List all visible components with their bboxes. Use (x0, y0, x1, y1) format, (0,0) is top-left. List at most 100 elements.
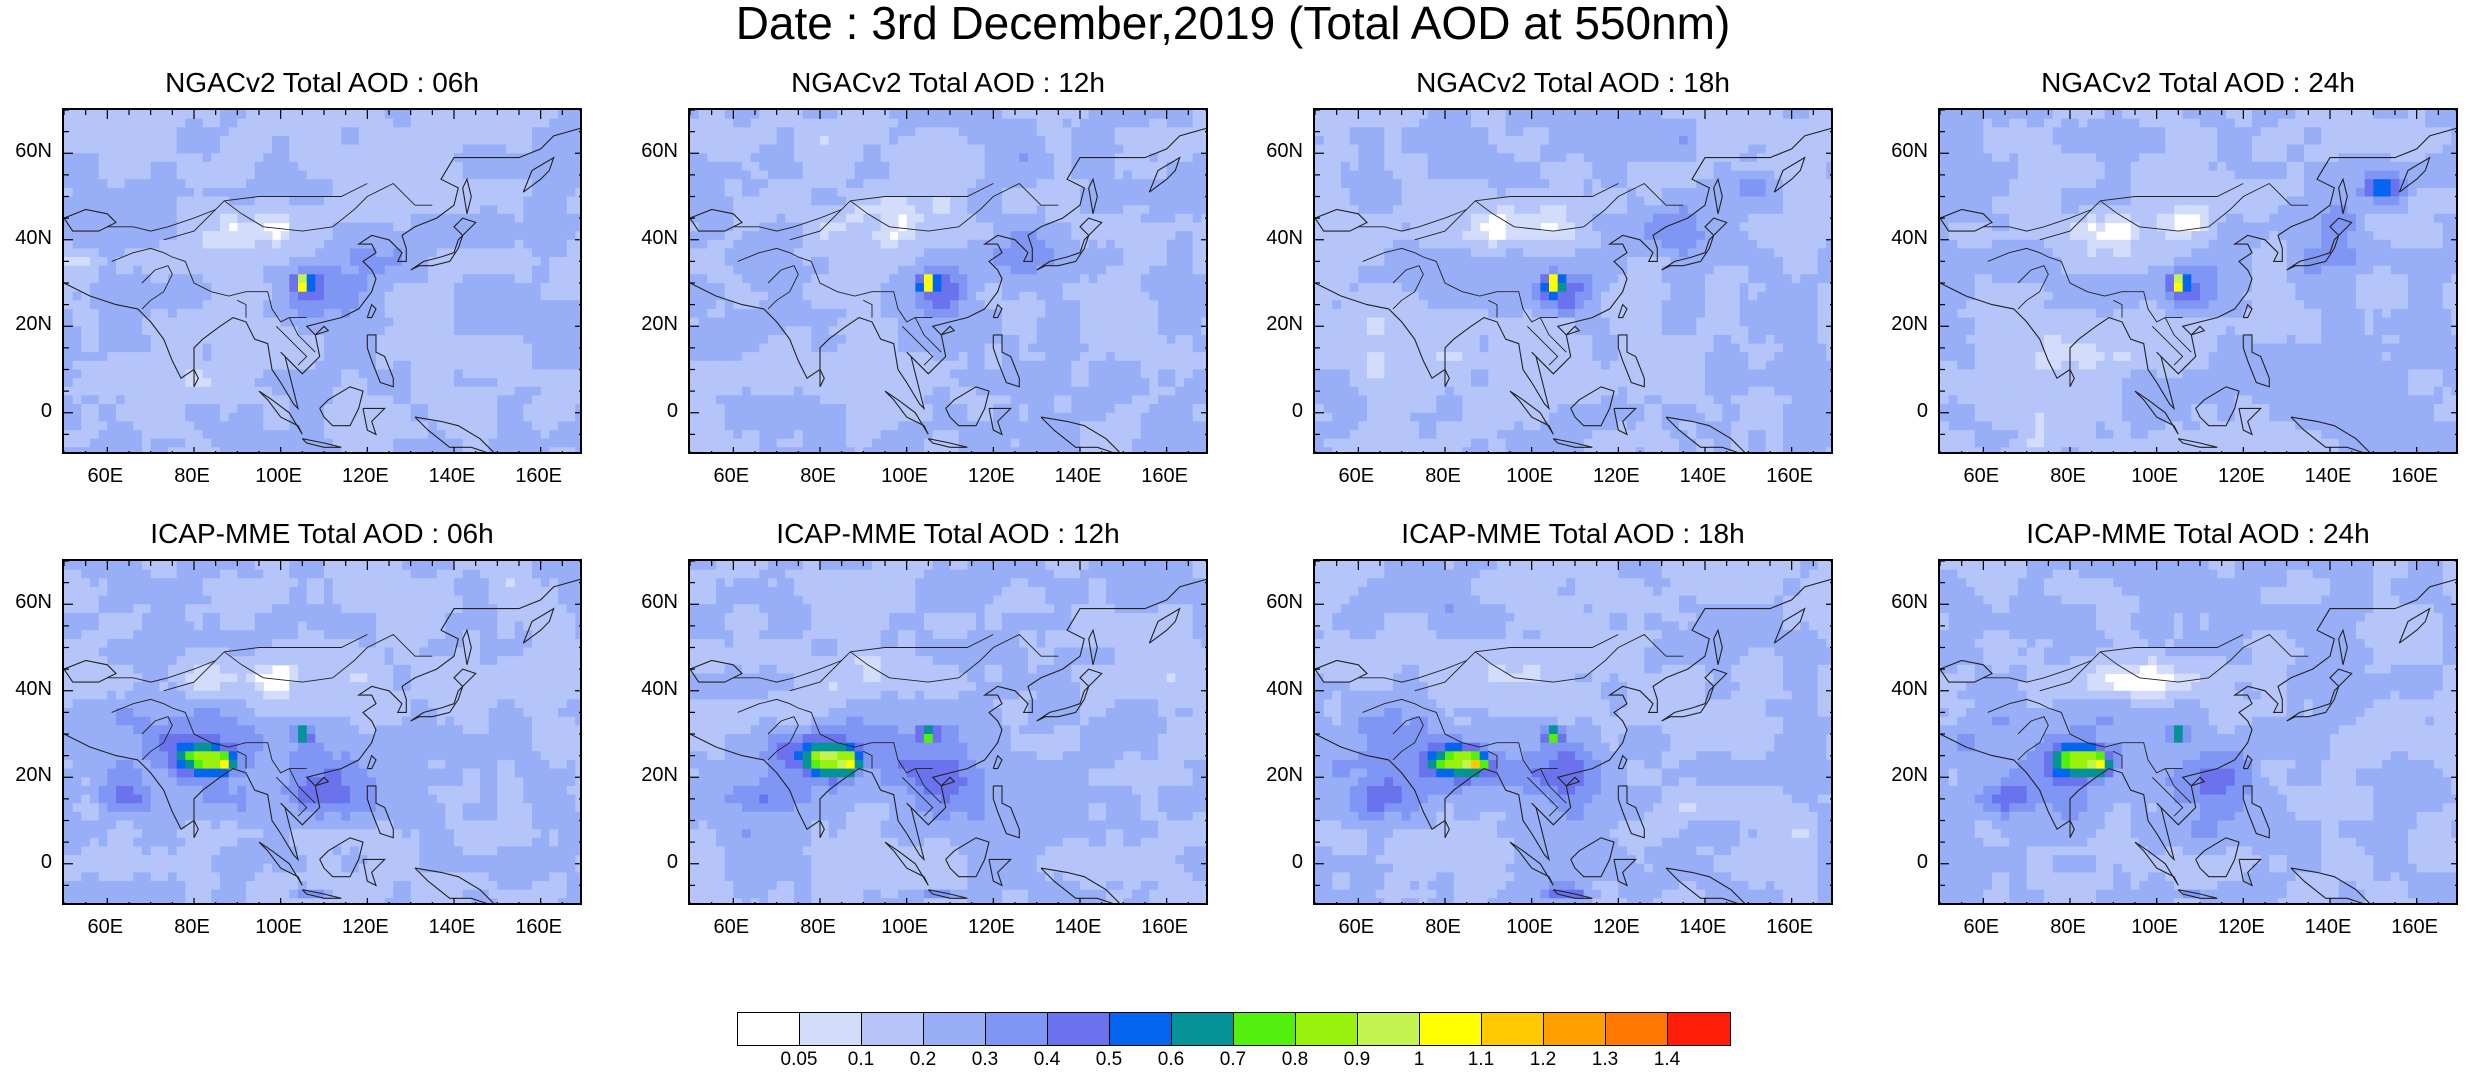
x-tick-label: 100E (255, 466, 302, 486)
colorbar-label: 0.05 (781, 1050, 818, 1070)
x-tick-label: 160E (2391, 917, 2438, 937)
panel-title: NGACv2 Total AOD : 12h (688, 66, 1208, 100)
map-plot-area (1938, 108, 2458, 454)
panel-title: ICAP-MME Total AOD : 06h (62, 517, 582, 551)
aod-field (1315, 561, 1833, 905)
y-tick-label: 40N (15, 679, 52, 699)
colorbar-label: 0.4 (1034, 1050, 1060, 1070)
panel-title: ICAP-MME Total AOD : 12h (688, 517, 1208, 551)
x-tick-label: 140E (429, 917, 476, 937)
x-tick-label: 100E (2131, 466, 2178, 486)
aod-field (690, 110, 1208, 454)
x-tick-label: 140E (2305, 917, 2352, 937)
x-tick-label: 60E (1964, 466, 2000, 486)
aod-map (690, 561, 1208, 905)
y-tick-label: 60N (641, 592, 678, 612)
y-tick-label: 20N (641, 765, 678, 785)
colorbar-label: 0.1 (848, 1050, 874, 1070)
y-tick-label: 40N (1266, 228, 1303, 248)
x-tick-label: 100E (255, 917, 302, 937)
x-tick-label: 80E (1425, 466, 1461, 486)
x-tick-label: 120E (2218, 466, 2265, 486)
colorbar-swatch (862, 1013, 924, 1045)
colorbar-swatch (1048, 1013, 1110, 1045)
y-tick-label: 20N (15, 314, 52, 334)
x-tick-label: 80E (2050, 466, 2086, 486)
aod-map (1940, 110, 2458, 454)
x-tick-label: 140E (1680, 917, 1727, 937)
colorbar-label: 1.3 (1592, 1050, 1618, 1070)
y-tick-label: 0 (41, 852, 52, 872)
aod-field (1940, 561, 2458, 905)
x-tick-label: 80E (800, 466, 836, 486)
colorbar-label: 0.7 (1220, 1050, 1246, 1070)
colorbar (737, 1012, 1731, 1046)
aod-map (690, 110, 1208, 454)
y-tick-label: 0 (1292, 852, 1303, 872)
map-plot-area (1313, 108, 1833, 454)
x-tick-label: 60E (714, 917, 750, 937)
x-tick-label: 120E (1593, 917, 1640, 937)
y-tick-label: 0 (1917, 852, 1928, 872)
aod-map (1315, 110, 1833, 454)
colorbar-swatch (1606, 1013, 1668, 1045)
x-tick-label: 160E (1141, 917, 1188, 937)
y-tick-label: 60N (1891, 592, 1928, 612)
x-tick-label: 140E (1680, 466, 1727, 486)
aod-field (1940, 110, 2458, 454)
x-tick-label: 140E (429, 466, 476, 486)
x-tick-label: 140E (1055, 466, 1102, 486)
x-tick-label: 160E (515, 466, 562, 486)
colorbar-swatch (1358, 1013, 1420, 1045)
y-tick-label: 0 (667, 852, 678, 872)
map-plot-area (62, 108, 582, 454)
x-tick-label: 100E (1506, 917, 1553, 937)
colorbar-swatch (800, 1013, 862, 1045)
y-tick-label: 60N (15, 141, 52, 161)
y-tick-label: 40N (641, 228, 678, 248)
colorbar-label: 0.2 (910, 1050, 936, 1070)
y-tick-label: 0 (1917, 401, 1928, 421)
y-tick-label: 20N (641, 314, 678, 334)
x-tick-label: 60E (88, 917, 124, 937)
aod-field (64, 110, 582, 454)
aod-field (64, 561, 582, 905)
map-plot-area (62, 559, 582, 905)
x-tick-label: 140E (1055, 917, 1102, 937)
colorbar-swatch (924, 1013, 986, 1045)
map-plot-area (688, 559, 1208, 905)
panel-title: NGACv2 Total AOD : 06h (62, 66, 582, 100)
map-plot-area (1313, 559, 1833, 905)
x-tick-label: 120E (2218, 917, 2265, 937)
aod-map (64, 110, 582, 454)
colorbar-label: 1.2 (1530, 1050, 1556, 1070)
aod-map (64, 561, 582, 905)
colorbar-swatch (738, 1013, 800, 1045)
map-plot-area (688, 108, 1208, 454)
y-tick-label: 40N (15, 228, 52, 248)
x-tick-label: 60E (714, 466, 750, 486)
map-plot-area (1938, 559, 2458, 905)
panel-title: ICAP-MME Total AOD : 18h (1313, 517, 1833, 551)
colorbar-swatch (1172, 1013, 1234, 1045)
colorbar-label: 0.5 (1096, 1050, 1122, 1070)
x-tick-label: 80E (174, 917, 210, 937)
x-tick-label: 120E (1593, 466, 1640, 486)
y-tick-label: 40N (1891, 679, 1928, 699)
x-tick-label: 120E (968, 917, 1015, 937)
x-tick-label: 60E (1339, 466, 1375, 486)
colorbar-label: 1.1 (1468, 1050, 1494, 1070)
x-tick-label: 160E (1141, 466, 1188, 486)
y-tick-label: 60N (1891, 141, 1928, 161)
y-tick-label: 60N (641, 141, 678, 161)
colorbar-swatch (986, 1013, 1048, 1045)
y-tick-label: 40N (641, 679, 678, 699)
colorbar-swatch (1110, 1013, 1172, 1045)
